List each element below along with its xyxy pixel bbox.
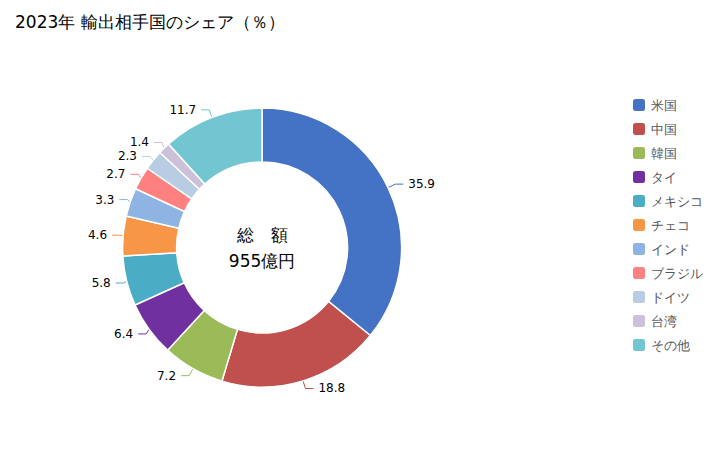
- svg-text:メキシコ: メキシコ: [651, 194, 703, 209]
- svg-text:その他: その他: [651, 338, 690, 353]
- svg-text:韓国: 韓国: [651, 146, 677, 161]
- svg-text:ドイツ: ドイツ: [651, 290, 690, 305]
- svg-text:2023年 輸出相手国のシェア（％）: 2023年 輸出相手国のシェア（％）: [15, 12, 285, 32]
- svg-text:米国: 米国: [651, 98, 677, 113]
- svg-text:中国: 中国: [651, 122, 677, 137]
- svg-text:1.4: 1.4: [130, 135, 149, 149]
- svg-text:3.3: 3.3: [95, 193, 114, 207]
- svg-text:4.6: 4.6: [88, 228, 107, 242]
- svg-text:2.3: 2.3: [118, 149, 137, 163]
- svg-text:タイ: タイ: [651, 170, 677, 185]
- svg-text:チェコ: チェコ: [651, 218, 690, 233]
- svg-text:11.7: 11.7: [169, 103, 196, 117]
- svg-text:5.8: 5.8: [92, 276, 111, 290]
- svg-text:台湾: 台湾: [651, 314, 677, 329]
- svg-text:ブラジル: ブラジル: [651, 266, 703, 281]
- svg-text:7.2: 7.2: [157, 369, 176, 383]
- svg-text:総 額: 総 額: [236, 225, 288, 245]
- svg-text:6.4: 6.4: [114, 327, 133, 341]
- svg-text:2.7: 2.7: [106, 167, 125, 181]
- svg-text:インド: インド: [651, 242, 690, 257]
- svg-text:35.9: 35.9: [408, 177, 435, 191]
- svg-text:955億円: 955億円: [229, 251, 295, 271]
- svg-text:18.8: 18.8: [318, 381, 345, 395]
